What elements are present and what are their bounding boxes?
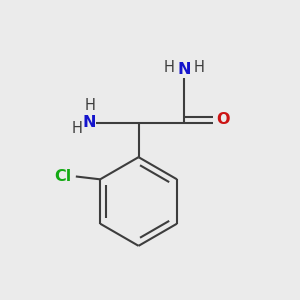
Text: N: N bbox=[82, 115, 96, 130]
Text: O: O bbox=[216, 112, 230, 127]
Text: H: H bbox=[85, 98, 95, 113]
Text: H: H bbox=[193, 59, 204, 74]
Text: H: H bbox=[163, 59, 174, 74]
Text: N: N bbox=[178, 62, 191, 77]
Text: H: H bbox=[72, 121, 83, 136]
Text: Cl: Cl bbox=[54, 169, 71, 184]
